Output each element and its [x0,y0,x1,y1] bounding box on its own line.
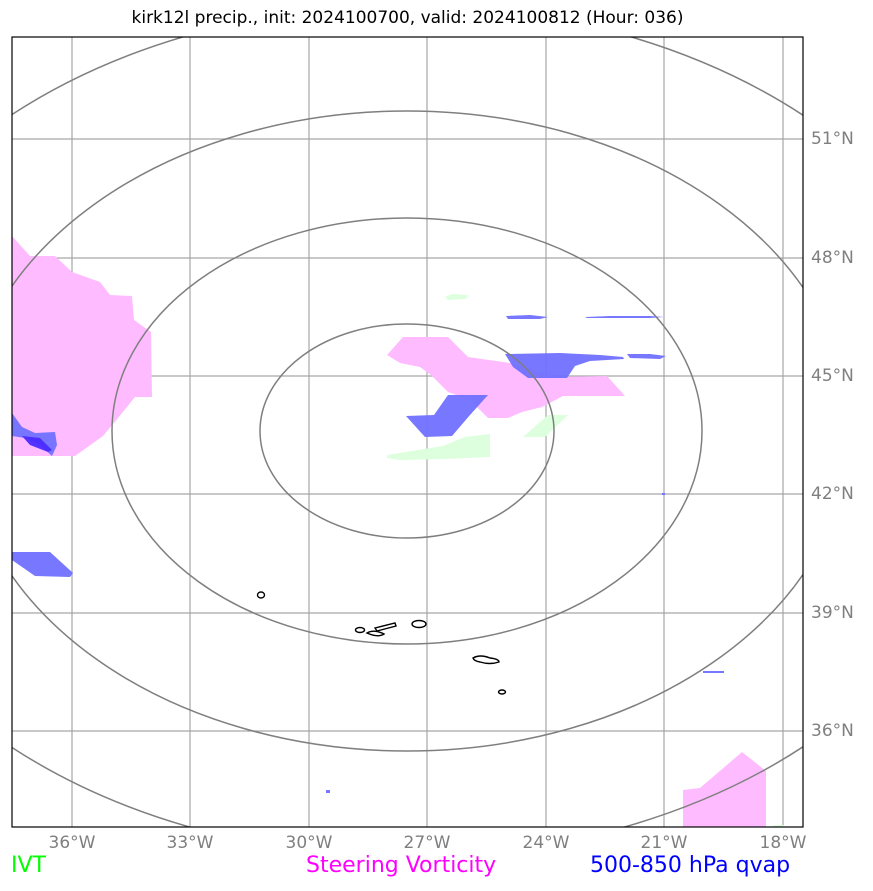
qvap-area [585,316,664,318]
lat-label-51n: 51°N [811,129,854,149]
qvap-area [406,395,488,437]
precip-contour [373,622,397,632]
range-rings [12,37,803,827]
ivt-area [445,294,468,300]
lon-label-18w: 18°W [759,833,807,853]
legend-ivt: IVT [11,853,46,878]
ivt-area [523,415,568,437]
precip-contour [256,591,266,599]
plot-frame [11,36,804,828]
lat-label-42n: 42°N [811,484,854,504]
range-ring [12,110,803,752]
lon-label-33w: 33°W [166,833,214,853]
qvap-area [506,315,548,319]
legend-qvap: 500-850 hPa qvap [590,853,791,878]
qvap-area [22,436,52,452]
precip-contour [472,655,500,665]
lat-label-39n: 39°N [811,603,854,623]
range-ring [259,323,555,539]
lon-label-36w: 36°W [48,833,96,853]
qvap-field [12,315,724,793]
legend-vorticity: Steering Vorticity [306,853,497,878]
qvap-area [12,552,73,577]
precip-contours [256,591,507,695]
qvap-area [703,671,724,673]
graticule [12,37,803,827]
lat-label-48n: 48°N [811,248,854,268]
qvap-area [662,493,665,495]
vorticity-area [387,337,625,418]
precip-contour [365,630,386,637]
lon-label-30w: 30°W [285,833,333,853]
map-title: kirk12l precip., init: 2024100700, valid… [131,8,684,28]
ivt-area [387,434,490,460]
lon-label-21w: 21°W [640,833,688,853]
range-ring [111,217,703,645]
qvap-area [627,354,666,359]
lat-label-36n: 36°N [811,721,854,741]
vorticity-area [12,236,152,456]
lon-label-24w: 24°W [522,833,570,853]
lon-label-27w: 27°W [403,833,451,853]
precip-contour [411,619,427,629]
qvap-area [326,790,330,793]
precip-contour [497,689,507,695]
lat-label-45n: 45°N [811,366,854,386]
precip-contour [354,626,366,634]
qvap-area [505,353,624,378]
